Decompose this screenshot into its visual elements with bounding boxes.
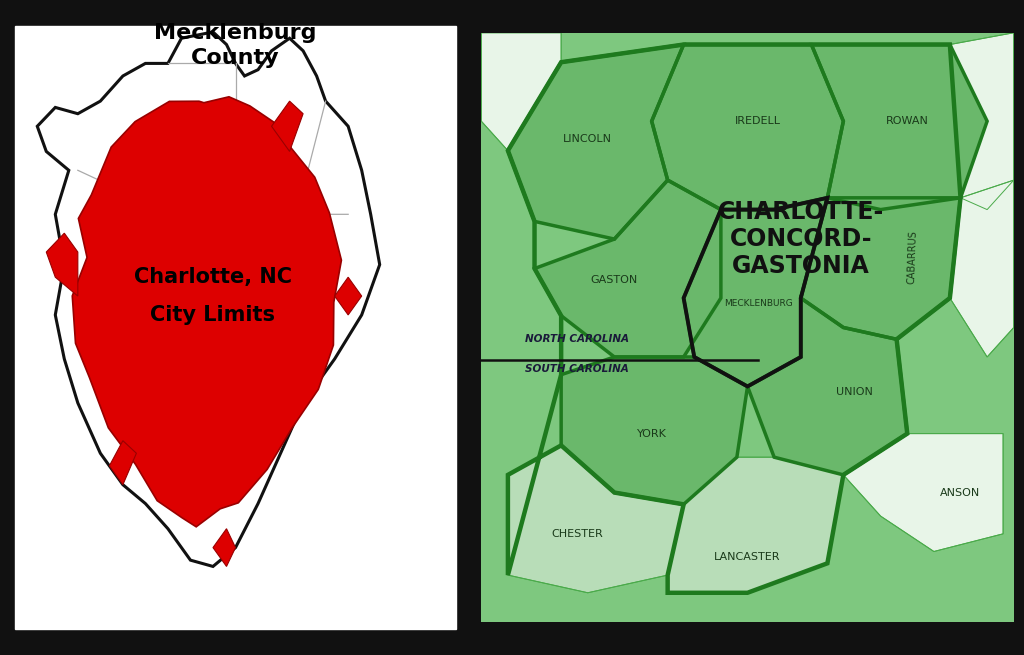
Text: ANSON: ANSON bbox=[940, 487, 981, 498]
Text: ROWAN: ROWAN bbox=[886, 116, 929, 126]
Polygon shape bbox=[748, 298, 907, 475]
Text: CABARRUS: CABARRUS bbox=[906, 230, 919, 284]
Polygon shape bbox=[535, 180, 721, 357]
Polygon shape bbox=[950, 180, 1014, 357]
Polygon shape bbox=[684, 198, 827, 386]
Text: County: County bbox=[191, 48, 280, 67]
Text: Charlotte, NC: Charlotte, NC bbox=[134, 267, 292, 287]
Text: Mecklenburg: Mecklenburg bbox=[155, 22, 316, 43]
Polygon shape bbox=[110, 441, 136, 485]
Polygon shape bbox=[46, 233, 78, 296]
Text: IREDELL: IREDELL bbox=[735, 116, 781, 126]
Polygon shape bbox=[37, 32, 380, 567]
Polygon shape bbox=[73, 97, 341, 527]
Text: CHESTER: CHESTER bbox=[551, 529, 603, 539]
Text: NORTH CAROLINA: NORTH CAROLINA bbox=[525, 334, 629, 345]
Polygon shape bbox=[651, 45, 844, 210]
Text: LANCASTER: LANCASTER bbox=[715, 552, 780, 563]
Text: YORK: YORK bbox=[637, 428, 667, 439]
Polygon shape bbox=[801, 198, 961, 339]
Text: City Limits: City Limits bbox=[151, 305, 275, 325]
Text: MECKLENBURG: MECKLENBURG bbox=[724, 299, 793, 309]
Polygon shape bbox=[213, 529, 236, 567]
Polygon shape bbox=[335, 277, 361, 315]
Text: GASTON: GASTON bbox=[591, 275, 638, 286]
Text: SOUTH CAROLINA: SOUTH CAROLINA bbox=[525, 364, 629, 374]
Polygon shape bbox=[844, 434, 1004, 552]
Polygon shape bbox=[811, 45, 987, 210]
Polygon shape bbox=[561, 357, 748, 504]
FancyBboxPatch shape bbox=[476, 27, 1019, 628]
Text: UNION: UNION bbox=[836, 387, 872, 398]
Text: LINCOLN: LINCOLN bbox=[563, 134, 612, 144]
Polygon shape bbox=[668, 457, 844, 593]
Polygon shape bbox=[508, 445, 684, 593]
Text: CHARLOTTE-
CONCORD-
GASTONIA: CHARLOTTE- CONCORD- GASTONIA bbox=[718, 200, 884, 278]
Polygon shape bbox=[271, 101, 303, 151]
Polygon shape bbox=[481, 33, 561, 151]
Polygon shape bbox=[950, 33, 1014, 210]
Polygon shape bbox=[508, 45, 684, 239]
